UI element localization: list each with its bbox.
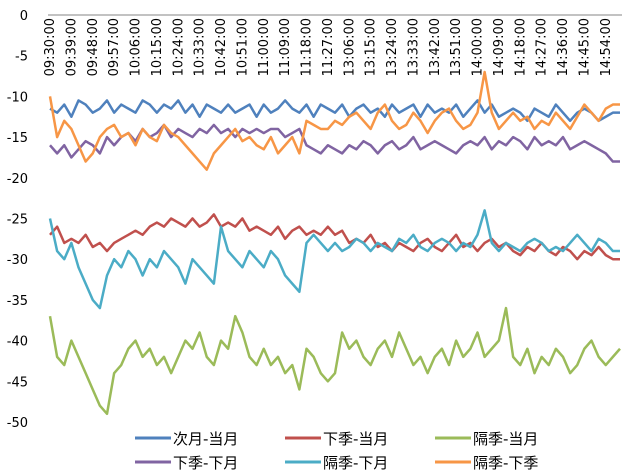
series-line (48, 306, 621, 416)
y-tick-label: 0 (20, 9, 28, 24)
x-tick-label: 13:15:00 (364, 18, 379, 76)
x-tick-label: 14:45:00 (577, 18, 592, 76)
x-tick-label: 14:36:00 (556, 18, 571, 76)
legend-label: 隔季-当月 (473, 430, 538, 448)
y-tick-label: -20 (7, 172, 28, 187)
x-tick-label: 10:15:00 (150, 18, 165, 76)
x-tick-label: 14:54:00 (599, 18, 614, 76)
x-tick-label: 09:39:00 (64, 18, 79, 76)
series-line (48, 209, 620, 310)
legend-label: 下季-当月 (323, 430, 388, 448)
y-tick-label: -40 (7, 335, 28, 350)
x-tick-label: 10:24:00 (171, 18, 186, 76)
x-tick-label: 13:33:00 (406, 18, 421, 76)
y-tick-label: -15 (7, 131, 28, 146)
legend-label: 隔季-下月 (323, 454, 388, 471)
x-tick-label: 11:27:00 (321, 18, 336, 76)
x-tick-label: 13:24:00 (385, 18, 400, 76)
x-tick-label: 14:18:00 (513, 18, 528, 76)
x-tick-label: 11:00:00 (257, 18, 272, 76)
x-tick-label: 13:51:00 (449, 18, 464, 76)
x-tick-label: 13:06:00 (342, 18, 357, 76)
x-tick-label: 10:42:00 (214, 18, 229, 76)
y-tick-label: -25 (7, 213, 28, 228)
x-tick-label: 10:51:00 (235, 18, 250, 76)
x-tick-label: 13:42:00 (428, 18, 443, 76)
x-tick-label: 10:33:00 (193, 18, 208, 76)
series-line (48, 70, 620, 171)
y-tick-label: -50 (7, 416, 28, 431)
legend-label: 次月-当月 (173, 430, 238, 448)
x-tick-label: 14:09:00 (492, 18, 507, 76)
y-tick-label: -5 (15, 50, 28, 65)
x-tick-label: 09:48:00 (86, 18, 101, 76)
x-tick-label: 10:06:00 (129, 18, 144, 76)
y-tick-label: -45 (7, 375, 28, 390)
y-tick-label: -30 (7, 253, 28, 268)
legend-label: 下季-下月 (173, 454, 238, 471)
x-tick-label: 09:57:00 (107, 18, 122, 76)
x-tick-label: 14:27:00 (535, 18, 550, 76)
y-tick-label: -35 (7, 294, 28, 309)
series-line (49, 213, 620, 261)
legend-label: 隔季-下季 (473, 454, 538, 471)
y-tick-label: -10 (7, 90, 28, 105)
x-tick-label: 11:09:00 (278, 18, 293, 76)
x-tick-label: 11:18:00 (300, 18, 315, 76)
x-tick-label: 14:00:00 (471, 18, 486, 76)
x-tick-label: 09:30:00 (43, 18, 58, 76)
